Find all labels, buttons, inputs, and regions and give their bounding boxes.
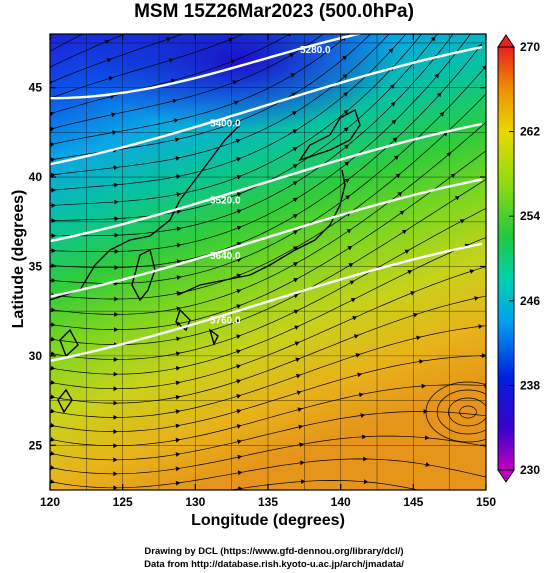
x-tick-label: 140 [331, 495, 351, 509]
colorbar-tick-label: 270 [520, 40, 540, 54]
y-tick-label: 35 [29, 259, 43, 273]
x-tick-label: 145 [403, 495, 423, 509]
colorbar-scale [497, 46, 515, 471]
colorbar-tick-label: 246 [520, 294, 540, 308]
x-tick-label: 130 [185, 495, 205, 509]
contour-label: 5760.0 [210, 315, 241, 326]
x-axis-label: Longitude (degrees) [191, 512, 345, 529]
colorbar-tick-label: 254 [520, 209, 540, 223]
y-tick-label: 30 [29, 349, 43, 363]
y-axis-ticks: 25 30 35 40 45 [29, 81, 486, 452]
cold-low-region [80, 34, 400, 130]
map-title: MSM 15Z26Mar2023 (500.0hPa) [134, 1, 414, 22]
colorbar-tick-label: 262 [520, 125, 540, 139]
x-tick-label: 120 [40, 495, 60, 509]
y-tick-label: 40 [29, 170, 43, 184]
coastlines [50, 108, 361, 414]
contour-label: 5520.0 [210, 196, 241, 207]
x-tick-label: 135 [258, 495, 278, 509]
height-contours: 5280.0 5400.0 5520.0 5640.0 5760.0 [50, 34, 483, 363]
y-tick-label: 45 [29, 81, 43, 95]
colorbar-tick-label: 230 [520, 463, 540, 477]
contour-label: 5640.0 [210, 251, 241, 262]
x-axis-ticks: 120 125 130 135 140 145 150 [40, 34, 496, 509]
colorbar-min-arrow [497, 469, 515, 483]
credit-line-1: Drawing by DCL (https://www.gfd-dennou.o… [144, 546, 404, 557]
colorbar-max-arrow [497, 34, 515, 48]
colorbar-tick-label: 238 [520, 378, 540, 392]
map-gridlines [50, 34, 486, 490]
contour-label: 5280.0 [300, 45, 331, 56]
x-tick-label: 150 [476, 495, 496, 509]
x-tick-label: 125 [113, 495, 133, 509]
y-axis-label: Latitude (degrees) [10, 189, 27, 329]
contour-label: 5400.0 [210, 119, 241, 130]
credit-line-2: Data from http://database.rish.kyoto-u.a… [144, 559, 404, 570]
y-tick-label: 25 [29, 438, 43, 452]
